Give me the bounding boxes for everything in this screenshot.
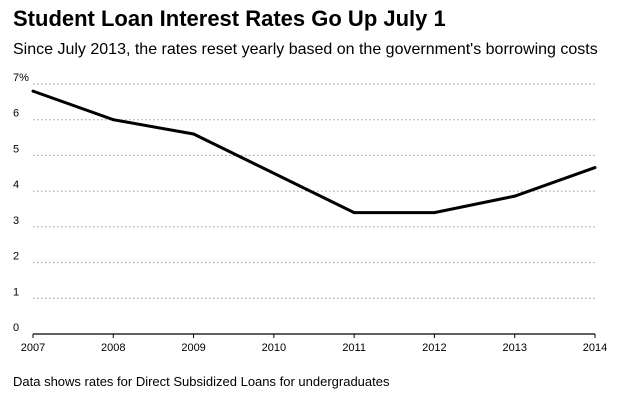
y-tick-label: 5 — [13, 143, 19, 155]
data-point — [432, 211, 436, 215]
y-tick-label: 0 — [13, 322, 19, 334]
data-point — [192, 132, 196, 136]
interest-rate-line — [32, 89, 596, 215]
x-tick-label: 2011 — [342, 342, 366, 354]
y-tick-label: 2 — [13, 251, 19, 263]
series-layer — [31, 89, 597, 215]
x-axis — [32, 333, 596, 338]
x-tick-label: 2009 — [181, 342, 205, 354]
data-point — [31, 89, 35, 93]
y-tick-label: 4 — [13, 179, 19, 191]
y-tick-label: 1 — [13, 286, 19, 298]
y-axis-tick-labels: 0 1 2 3 4 5 6 7% — [13, 72, 29, 334]
data-point — [593, 166, 597, 170]
chart-footnote: Data shows rates for Direct Subsidized L… — [13, 374, 390, 389]
x-tick-label: 2010 — [262, 342, 286, 354]
chart-title: Student Loan Interest Rates Go Up July 1 — [13, 6, 446, 31]
data-point — [111, 118, 115, 122]
x-tick-label: 2013 — [502, 342, 526, 354]
y-tick-label: 7% — [13, 72, 29, 84]
x-tick-label: 2008 — [101, 342, 125, 354]
x-tick-label: 2007 — [21, 342, 45, 354]
grid-lines — [33, 83, 595, 299]
y-tick-label: 6 — [13, 108, 19, 120]
y-tick-label: 3 — [13, 215, 19, 227]
data-point — [352, 211, 356, 215]
x-tick-label: 2012 — [422, 342, 446, 354]
data-point — [513, 194, 517, 198]
x-axis-tick-labels: 2007 2008 2009 2010 2011 2012 2013 2014 — [21, 342, 607, 354]
x-tick-label: 2014 — [583, 342, 607, 354]
chart-subtitle: Since July 2013, the rates reset yearly … — [13, 41, 598, 58]
